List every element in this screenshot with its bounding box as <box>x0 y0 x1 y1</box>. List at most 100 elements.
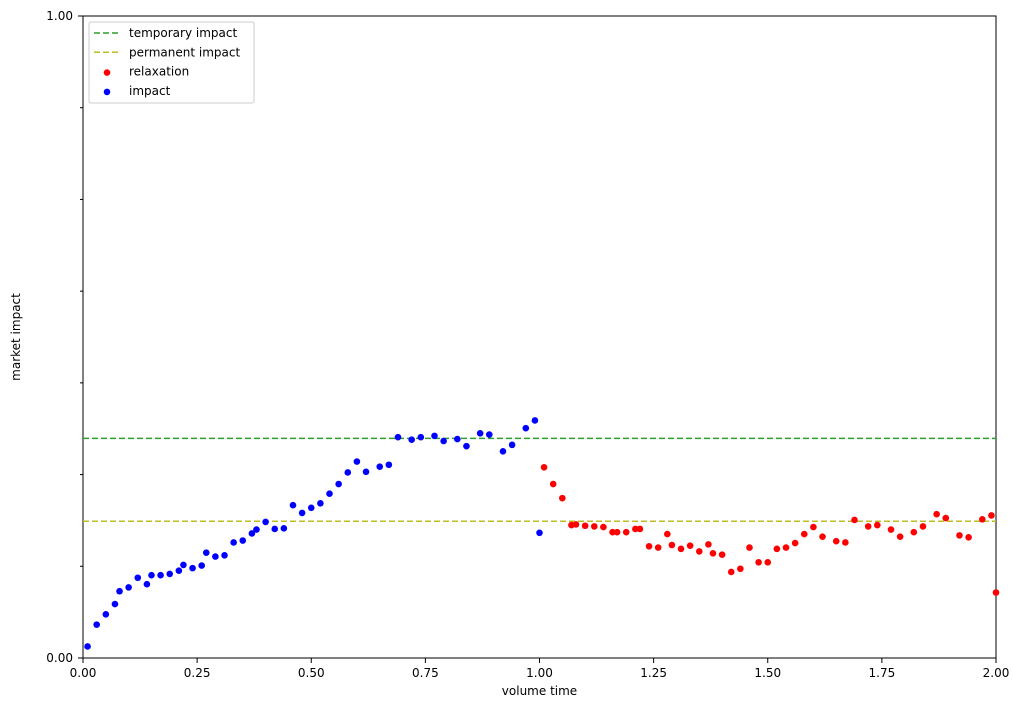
relaxation-point <box>910 528 918 536</box>
relaxation-point <box>718 551 726 558</box>
x-tick-label: 0.25 <box>184 666 211 680</box>
relaxation-point <box>600 523 607 531</box>
relaxation-point <box>668 541 676 549</box>
impact-point <box>239 537 247 544</box>
impact-point <box>180 561 187 569</box>
relaxation-point <box>705 541 712 548</box>
impact-point <box>531 417 539 424</box>
y-tick-label: 1.00 <box>46 9 73 23</box>
impact-point <box>175 567 183 574</box>
relaxation-point <box>791 539 799 547</box>
impact-point <box>362 468 370 476</box>
relaxation-point <box>764 559 772 566</box>
impact-point <box>499 447 507 455</box>
legend-label: relaxation <box>129 65 189 79</box>
x-tick-label: 0.75 <box>412 666 439 680</box>
impact-point <box>248 530 256 537</box>
impact-point <box>385 461 393 469</box>
relaxation-point <box>654 544 662 551</box>
x-tick-label: 0.50 <box>298 666 325 680</box>
impact-point <box>476 430 484 437</box>
relaxation-point <box>695 548 703 555</box>
impact-point <box>431 432 438 440</box>
relaxation-point <box>559 494 566 502</box>
x-tick-label: 1.75 <box>869 666 896 680</box>
legend-label: impact <box>129 84 171 98</box>
impact-point <box>253 526 260 533</box>
relaxation-point <box>851 516 858 524</box>
relaxation-point <box>933 510 940 518</box>
impact-point <box>157 571 164 579</box>
legend: temporary impact permanent impact relaxati… <box>88 21 255 104</box>
relaxation-point <box>572 521 580 528</box>
relaxation-point <box>737 565 744 573</box>
legend-box <box>88 21 255 104</box>
relaxation-point <box>755 559 762 566</box>
impact-point <box>84 643 91 650</box>
impact-point <box>289 501 297 509</box>
x-tick-label: 2.00 <box>983 666 1010 680</box>
impact-point <box>536 529 543 537</box>
relaxation-point <box>590 523 598 530</box>
relaxation-point <box>819 533 826 540</box>
relaxation-point <box>622 528 630 536</box>
legend-label: permanent impact <box>129 45 240 59</box>
x-tick-label: 1.50 <box>754 666 781 680</box>
relaxation-point <box>664 530 671 538</box>
impact-point <box>262 518 269 526</box>
impact-point <box>280 525 288 532</box>
impact-point <box>230 539 237 546</box>
impact-point <box>485 431 493 438</box>
impact-point <box>307 504 315 512</box>
impact-point <box>143 580 151 588</box>
relaxation-point <box>800 530 808 538</box>
reference-lines <box>83 437 996 523</box>
legend-label: temporary impact <box>129 26 237 40</box>
relaxation-point <box>636 525 644 533</box>
relaxation-point <box>979 516 986 523</box>
impact-point <box>454 435 461 443</box>
relaxation-point <box>581 522 589 530</box>
relaxation-point <box>782 544 790 551</box>
relaxation-point <box>874 521 881 529</box>
impact-point <box>394 433 402 441</box>
impact-point <box>134 574 142 582</box>
impact-point <box>271 525 279 533</box>
impact-point <box>298 509 306 517</box>
axes: volume time market impact 0.00 0.25 0.50 0.… <box>9 9 1009 698</box>
y-tick-label: 0.00 <box>46 651 73 665</box>
legend-marker-swatch <box>103 88 111 96</box>
x-axis-label: volume time <box>502 684 577 698</box>
impact-point <box>335 480 342 488</box>
relaxation-point <box>896 533 904 540</box>
impact-point <box>417 433 425 441</box>
impact-point <box>212 553 219 560</box>
relaxation-point <box>613 528 621 536</box>
relaxation-point <box>832 537 840 545</box>
y-axis-label: market impact <box>9 293 23 381</box>
relaxation-point <box>992 589 1000 596</box>
impact-point <box>189 564 196 572</box>
impact-point <box>344 469 352 476</box>
impact-point <box>221 551 228 559</box>
relaxation-point <box>942 514 950 522</box>
relaxation-point <box>686 542 694 549</box>
impact-point <box>93 621 100 628</box>
relaxation-point <box>746 544 753 551</box>
relaxation-point <box>773 545 781 553</box>
impact-point <box>440 437 447 445</box>
relaxation-point <box>632 525 639 533</box>
relaxation-point <box>645 542 653 550</box>
relaxation-point <box>956 532 963 539</box>
impact-point <box>326 490 333 497</box>
impact-point <box>353 458 361 465</box>
impact-point <box>522 424 530 432</box>
relaxation-point <box>540 464 548 471</box>
relaxation-point <box>549 480 557 488</box>
plot-frame <box>82 15 997 659</box>
impact-point <box>408 436 415 444</box>
relaxation-point <box>864 523 872 530</box>
impact-point <box>148 571 155 579</box>
